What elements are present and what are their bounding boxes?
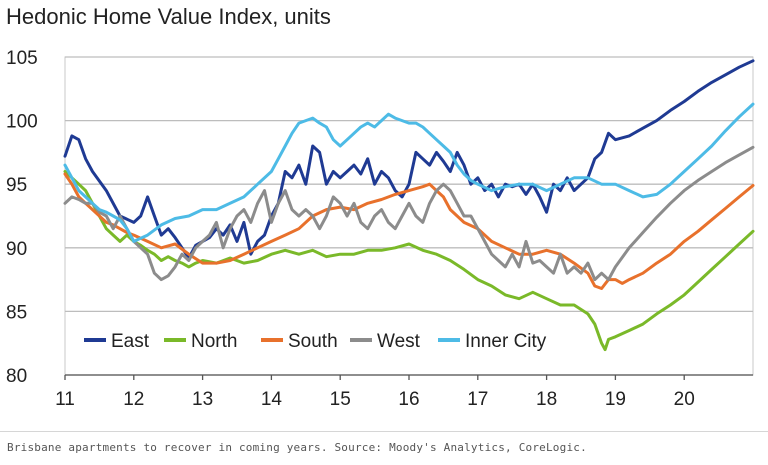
x-tick-label-11: 11 bbox=[55, 389, 75, 410]
x-tick-label-12: 12 bbox=[123, 389, 144, 410]
caption-divider bbox=[0, 431, 768, 432]
plot-area bbox=[64, 56, 754, 376]
chart-title: Hedonic Home Value Index, units bbox=[6, 4, 331, 29]
x-tick-label-15: 15 bbox=[330, 389, 351, 410]
x-tick-label-20: 20 bbox=[674, 389, 695, 410]
y-tick-label-95: 95 bbox=[6, 175, 27, 196]
y-tick-label-100: 100 bbox=[6, 112, 38, 133]
y-tick-label-90: 90 bbox=[6, 239, 27, 260]
series-line-west bbox=[63, 145, 755, 282]
x-tick-label-16: 16 bbox=[398, 389, 419, 410]
legend-label-west: West bbox=[377, 331, 421, 352]
series-line-inner-city bbox=[63, 102, 755, 243]
line-chart: 80 85 90 95 100 105 11 12 13 14 15 16 17 18 19 20 East N… bbox=[6, 48, 755, 410]
x-tick-label-19: 19 bbox=[605, 389, 626, 410]
x-tick-label-18: 18 bbox=[536, 389, 557, 410]
legend-label-north: North bbox=[191, 331, 237, 352]
axes: 80 85 90 95 100 105 11 12 13 14 15 16 17 18 19 20 bbox=[6, 48, 753, 410]
legend-label-east: East bbox=[111, 331, 150, 352]
y-tick-label-85: 85 bbox=[6, 302, 27, 323]
series-line-south bbox=[63, 172, 755, 290]
x-tick-label-13: 13 bbox=[192, 389, 213, 410]
legend: East North South West Inner City bbox=[84, 331, 547, 352]
y-tick-label-80: 80 bbox=[6, 366, 27, 387]
legend-label-inner-city: Inner City bbox=[465, 331, 547, 352]
series-lines bbox=[63, 59, 755, 352]
y-tick-label-105: 105 bbox=[6, 48, 38, 69]
chart-caption: Brisbane apartments to recover in coming… bbox=[7, 441, 587, 454]
legend-label-south: South bbox=[288, 331, 338, 352]
x-tick-label-14: 14 bbox=[261, 389, 283, 410]
x-tick-label-17: 17 bbox=[467, 389, 488, 410]
